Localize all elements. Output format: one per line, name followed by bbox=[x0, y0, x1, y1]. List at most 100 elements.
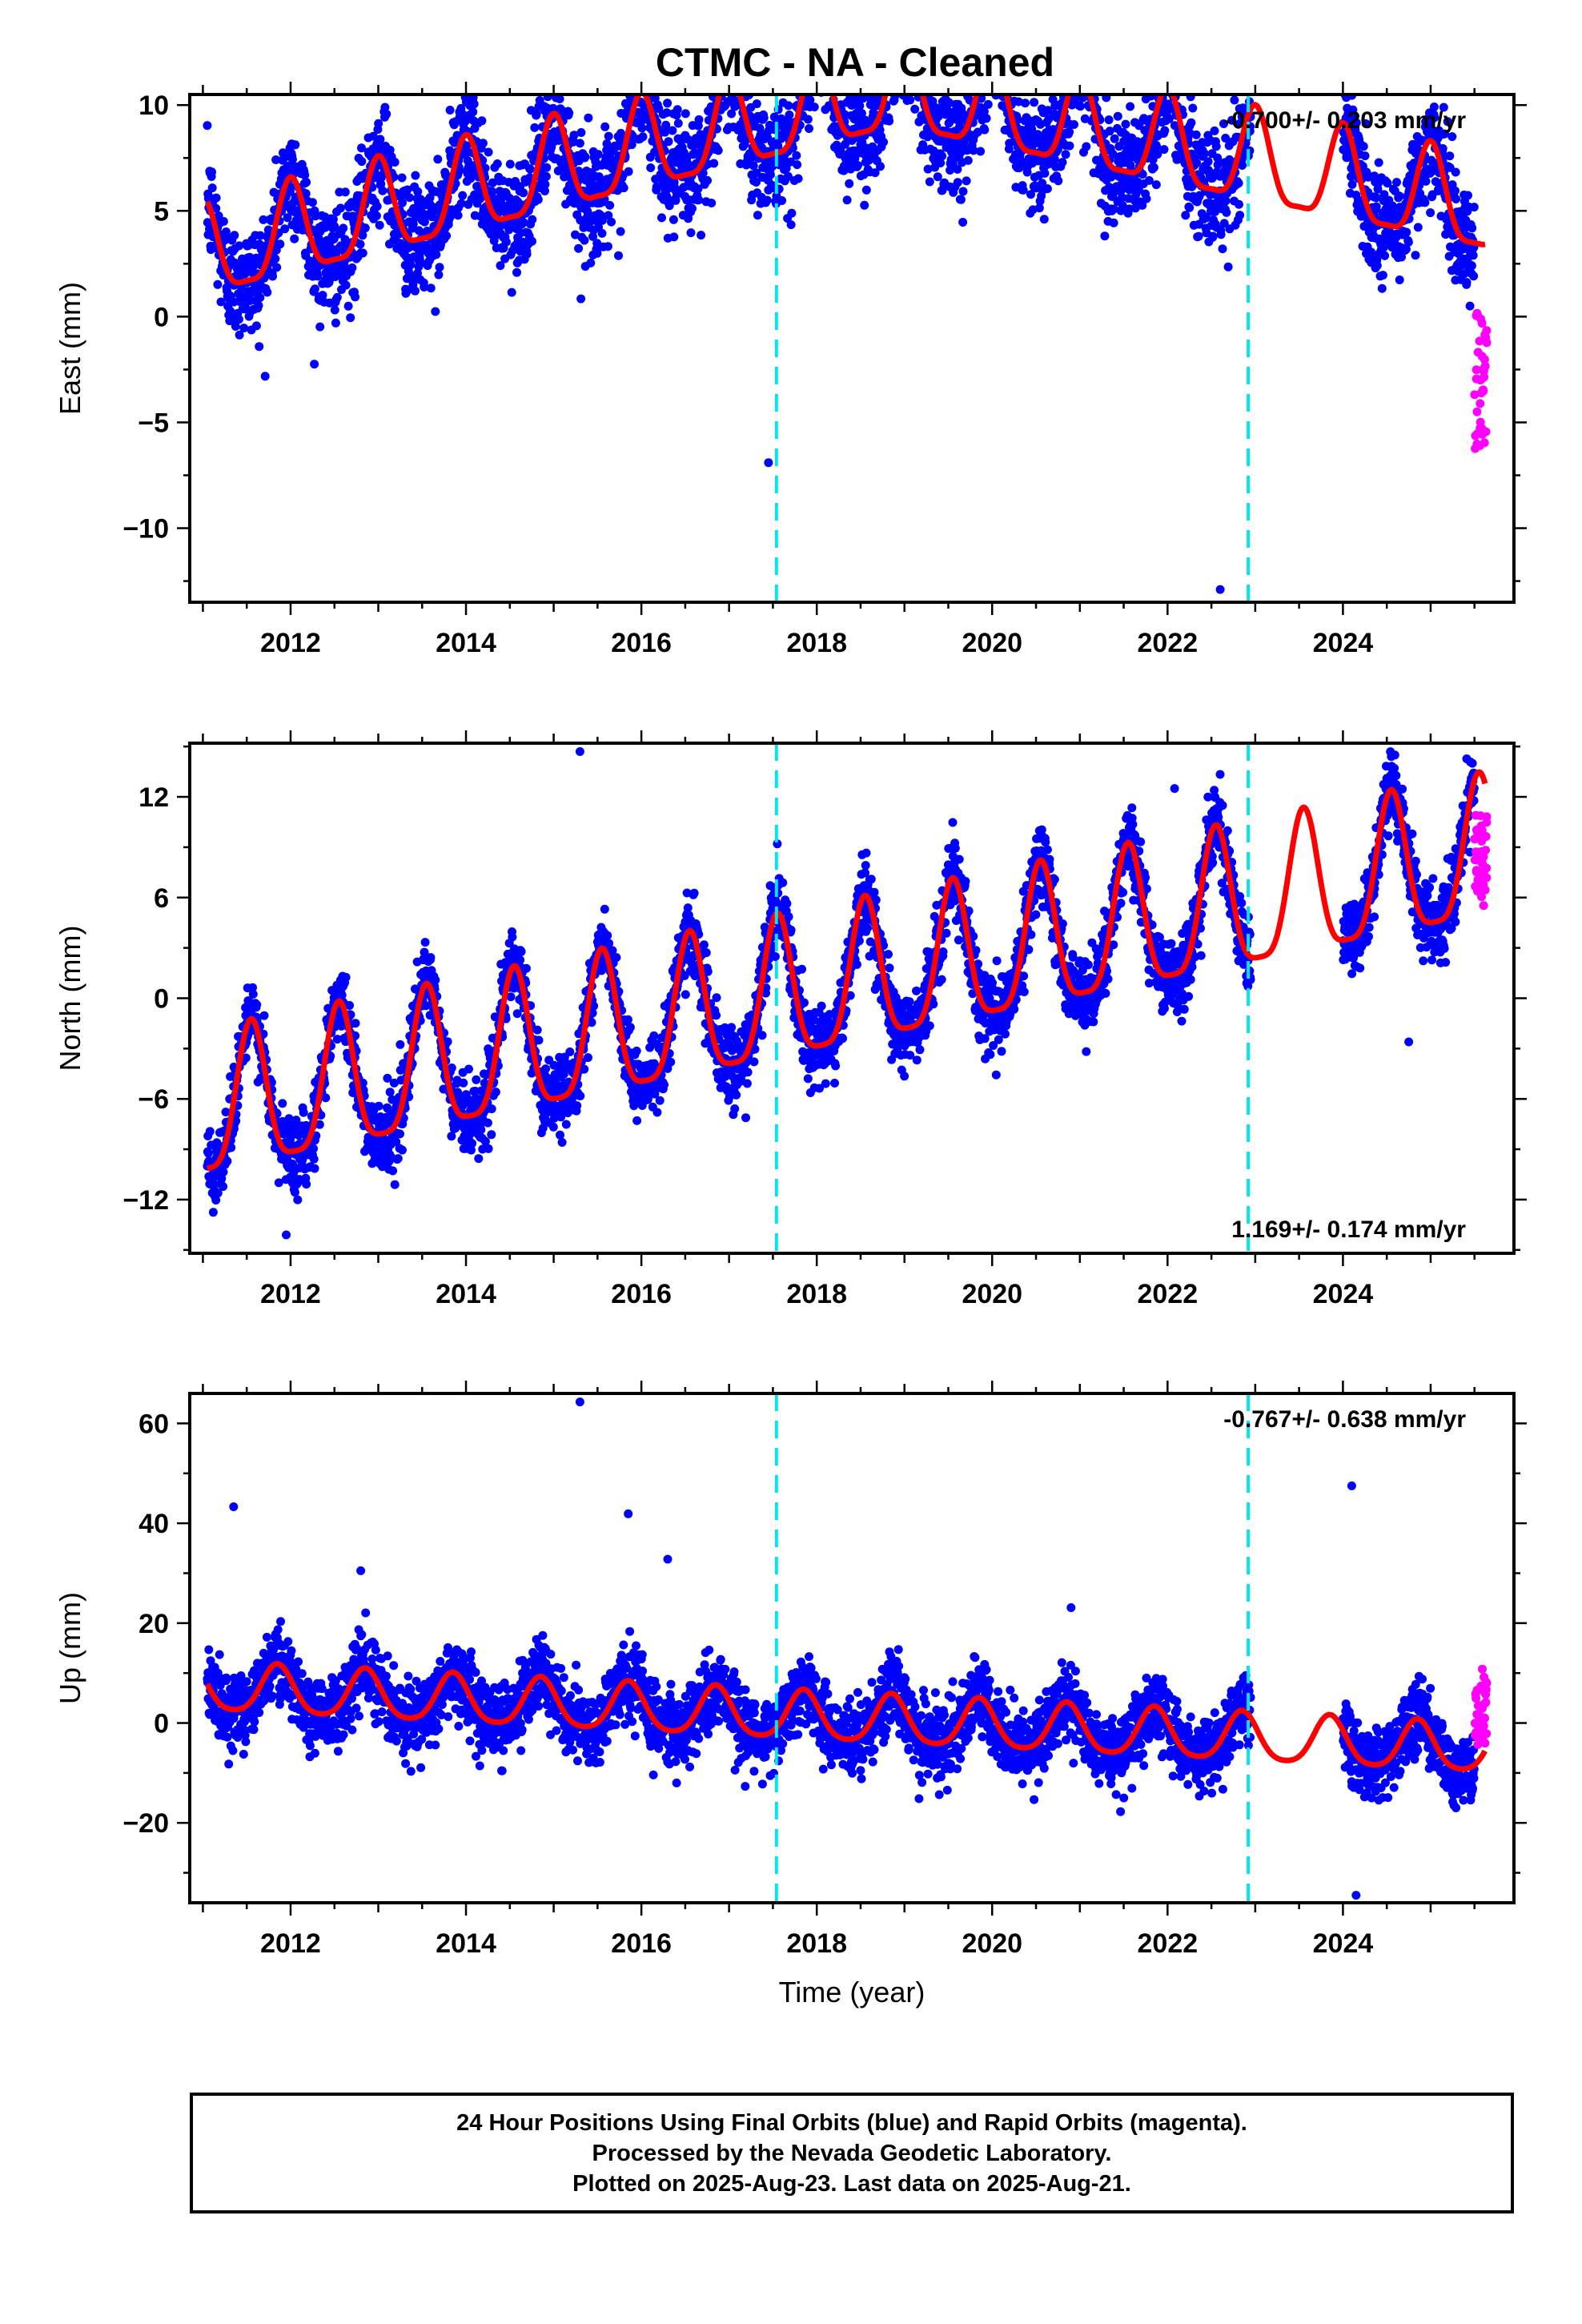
east-data-point bbox=[1203, 157, 1213, 167]
east-data-point bbox=[586, 258, 596, 267]
east-data-point bbox=[759, 113, 769, 123]
east-data-point bbox=[1152, 142, 1162, 151]
east-data-point bbox=[569, 131, 579, 140]
east-data-point bbox=[698, 168, 708, 178]
east-data-point bbox=[686, 228, 696, 238]
east-data-point bbox=[404, 193, 414, 203]
east-data-point bbox=[271, 155, 281, 164]
east-data-point bbox=[1160, 126, 1170, 135]
east-data-point bbox=[1144, 175, 1154, 185]
east-x-tick-label: 2022 bbox=[1138, 628, 1199, 658]
east-data-point bbox=[328, 215, 338, 224]
east-data-point bbox=[1421, 176, 1431, 186]
east-data-point bbox=[753, 211, 762, 220]
east-data-point bbox=[1462, 278, 1472, 287]
east-data-point bbox=[783, 171, 793, 181]
north-panel: 2012 2014 2016 2018 2020 2022 20241260−6−12Nor… bbox=[54, 730, 1527, 1309]
east-data-point bbox=[1351, 118, 1361, 127]
east-data-point bbox=[1383, 179, 1392, 188]
north-data-point bbox=[299, 1108, 308, 1117]
east-data-point bbox=[1367, 247, 1375, 257]
east-data-point bbox=[268, 271, 277, 281]
east-data-point bbox=[255, 293, 265, 303]
east-data-point bbox=[445, 106, 455, 115]
north-data-point bbox=[396, 1129, 404, 1139]
north-data-point bbox=[516, 947, 526, 956]
east-data-point bbox=[1208, 231, 1218, 241]
north-data-point bbox=[398, 1145, 407, 1155]
east-data-point bbox=[1372, 261, 1382, 271]
east-data-point bbox=[335, 203, 345, 213]
east-data-point bbox=[431, 307, 440, 316]
east-data-point bbox=[1371, 193, 1381, 203]
east-data-point bbox=[861, 185, 871, 195]
east-data-point bbox=[1350, 111, 1359, 121]
north-data-point bbox=[248, 989, 258, 999]
north-data-point bbox=[576, 1092, 585, 1100]
north-data-point bbox=[223, 1156, 232, 1166]
east-x-tick-label: 2012 bbox=[260, 628, 321, 658]
east-data-point bbox=[313, 271, 323, 281]
east-panel: 2012 2014 2016 2018 2020 2022 20241050−5−10Eas… bbox=[54, 82, 1527, 658]
north-data-point bbox=[278, 1099, 287, 1108]
east-data-point bbox=[786, 220, 796, 230]
east-data-point bbox=[466, 174, 476, 183]
north-data-point bbox=[600, 904, 609, 914]
east-data-point bbox=[211, 203, 221, 213]
north-data-point bbox=[390, 1180, 400, 1189]
north-data-point bbox=[623, 1015, 632, 1024]
east-data-point bbox=[777, 196, 787, 205]
east-data-point bbox=[956, 195, 966, 204]
east-data-point bbox=[809, 103, 819, 112]
east-data-point bbox=[1030, 98, 1039, 107]
east-outlier-point bbox=[829, 122, 839, 131]
east-data-point bbox=[434, 270, 444, 279]
east-data-point bbox=[1039, 215, 1049, 224]
east-data-point bbox=[616, 128, 625, 138]
east-data-point bbox=[255, 231, 265, 240]
east-data-point bbox=[445, 212, 455, 222]
east-data-point bbox=[980, 125, 990, 135]
east-data-point bbox=[413, 187, 423, 196]
east-data-point bbox=[588, 231, 597, 241]
east-data-point bbox=[969, 146, 978, 155]
east-data-point bbox=[1371, 202, 1381, 211]
east-data-point bbox=[845, 179, 854, 188]
east-data-point bbox=[1034, 203, 1044, 213]
north-data-point bbox=[487, 1104, 496, 1114]
north-data-point bbox=[219, 1182, 228, 1192]
east-data-point bbox=[983, 99, 993, 109]
east-data-point bbox=[1389, 208, 1399, 218]
east-data-point bbox=[604, 131, 613, 141]
east-data-point bbox=[668, 126, 677, 135]
east-data-point bbox=[1411, 251, 1420, 260]
east-data-point bbox=[1134, 185, 1143, 195]
east-data-point bbox=[976, 147, 986, 156]
east-data-point bbox=[1360, 151, 1370, 161]
east-data-point bbox=[343, 301, 353, 311]
east-data-point bbox=[958, 218, 968, 227]
east-data-point bbox=[453, 211, 463, 220]
east-data-point bbox=[681, 109, 690, 119]
east-data-point bbox=[532, 109, 541, 119]
east-data-point bbox=[553, 166, 563, 175]
east-rapid-point bbox=[1476, 399, 1485, 408]
east-data-point bbox=[694, 115, 704, 124]
east-data-point bbox=[709, 159, 719, 168]
east-data-point bbox=[805, 95, 815, 105]
east-data-point bbox=[478, 139, 488, 148]
east-data-point bbox=[1138, 170, 1147, 179]
east-data-point bbox=[1192, 158, 1202, 167]
east-data-point bbox=[455, 167, 464, 175]
east-data-point bbox=[528, 236, 536, 246]
east-data-point bbox=[382, 109, 391, 119]
east-data-point bbox=[1219, 119, 1228, 128]
east-velocity-label: -0.700+/- 0.203 mm/yr bbox=[1223, 107, 1466, 134]
east-data-point bbox=[765, 170, 775, 179]
east-data-point bbox=[1230, 95, 1239, 105]
east-data-point bbox=[435, 263, 444, 272]
east-data-point bbox=[1426, 208, 1435, 218]
east-data-point bbox=[876, 162, 885, 171]
east-data-point bbox=[850, 154, 860, 163]
